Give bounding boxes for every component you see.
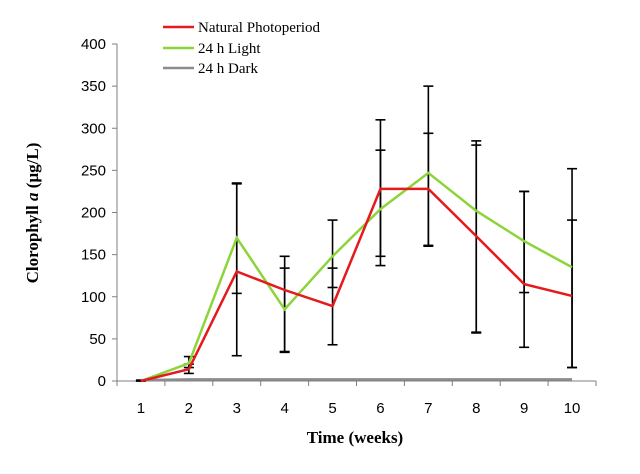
x-tick-label: 6 (376, 400, 384, 417)
y-axis-title: Clorophyll a (µg/L) (23, 143, 42, 284)
series-line (140, 378, 573, 382)
legend: Natural Photoperiod 24 h Light 24 h Dark (163, 20, 321, 77)
x-tick-label: 8 (472, 400, 480, 417)
y-tick-label: 100 (81, 289, 106, 306)
x-tick-label: 3 (233, 400, 241, 417)
y-tick-label: 150 (81, 247, 106, 264)
x-tick-label: 1 (137, 400, 145, 417)
y-axis-title-prefix: Clorophyll (23, 201, 42, 283)
x-tick-label: 5 (328, 400, 336, 417)
x-tick-label: 7 (424, 400, 432, 417)
y-tick-label: 400 (81, 36, 106, 53)
legend-label: Natural Photoperiod (198, 20, 321, 36)
y-axis-title-suffix: (µg/L) (23, 143, 42, 193)
y-tick-label: 300 (81, 120, 106, 137)
x-tick-label: 9 (520, 400, 528, 417)
x-tick-label: 10 (564, 400, 581, 417)
series-line (140, 187, 573, 383)
axes: 0 50 100 150 200 250 300 350 400 1 2 3 4 5 6 7 8 9 10 (81, 36, 597, 417)
y-tick-label: 0 (98, 373, 106, 390)
y-axis-title-italic: a (23, 192, 42, 201)
x-axis-title: Time (weeks) (307, 428, 403, 447)
series-lines (140, 171, 573, 383)
y-tick-label: 250 (81, 162, 106, 179)
y-tick-label: 350 (81, 78, 106, 95)
y-tick-label: 200 (81, 205, 106, 222)
legend-label: 24 h Dark (198, 61, 258, 77)
x-tick-label: 4 (280, 400, 288, 417)
series-line (140, 171, 573, 383)
x-tick-label: 2 (185, 400, 193, 417)
y-tick-label: 50 (89, 331, 106, 348)
legend-label: 24 h Light (198, 41, 261, 57)
